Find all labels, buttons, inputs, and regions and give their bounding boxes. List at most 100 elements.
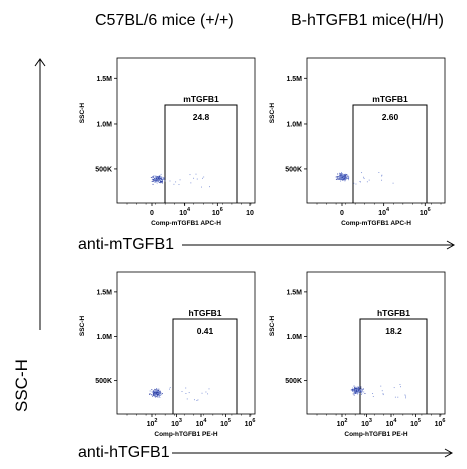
scatter-point bbox=[152, 179, 154, 181]
scatter-point bbox=[154, 392, 156, 394]
scatter-point bbox=[355, 390, 357, 392]
scatter-point bbox=[153, 392, 155, 394]
scatter-point bbox=[157, 394, 159, 396]
y-axis-main-label: SSC-H bbox=[12, 359, 31, 412]
scatter-point bbox=[366, 181, 368, 183]
x-tick-exponent: 4 bbox=[393, 418, 397, 424]
scatter-point bbox=[342, 176, 344, 178]
scatter-point bbox=[158, 180, 160, 182]
scatter-point bbox=[340, 175, 341, 177]
scatter-point bbox=[364, 393, 366, 395]
scatter-point bbox=[339, 177, 341, 179]
scatter-point bbox=[354, 389, 356, 391]
scatter-point bbox=[159, 176, 161, 178]
scatter-point bbox=[160, 178, 162, 180]
scatter-point bbox=[344, 180, 346, 182]
x-tick-exponent: 5 bbox=[418, 418, 421, 424]
scatter-point bbox=[345, 177, 347, 179]
scatter-point bbox=[157, 178, 159, 180]
scatter-point bbox=[158, 390, 160, 392]
scatter-point bbox=[342, 176, 344, 178]
y-tick-label: 1.0M bbox=[96, 121, 112, 128]
scatter-point bbox=[193, 177, 195, 179]
scatter-point bbox=[359, 181, 361, 183]
plot-frame bbox=[116, 271, 256, 415]
scatter-point bbox=[341, 178, 343, 180]
scatter-point bbox=[154, 180, 156, 182]
scatter-point bbox=[154, 178, 155, 179]
scatter-point bbox=[344, 176, 346, 178]
scatter-point bbox=[372, 396, 374, 397]
gate-rectangle bbox=[352, 104, 428, 203]
scatter-point bbox=[359, 389, 361, 391]
scatter-point bbox=[154, 388, 156, 390]
x-tick-label: 102 bbox=[337, 418, 348, 428]
gate-name: hTGFB1 bbox=[377, 308, 410, 318]
x-tick-exponent: 4 bbox=[386, 207, 390, 213]
scatter-point bbox=[203, 176, 205, 178]
scatter-point bbox=[405, 395, 407, 397]
scatter-point bbox=[356, 390, 358, 392]
scatter-point bbox=[157, 179, 159, 181]
gate-name: mTGFB1 bbox=[183, 94, 219, 104]
scatter-point bbox=[354, 386, 356, 388]
scatter-point bbox=[153, 390, 155, 392]
scatter-point bbox=[343, 179, 345, 181]
scatter-point bbox=[359, 181, 361, 182]
x-tick-label: 104 bbox=[179, 207, 191, 217]
y-tick-label: 1.0M bbox=[286, 334, 302, 341]
scatter-point bbox=[202, 177, 203, 179]
scatter-point bbox=[356, 389, 358, 391]
scatter-point bbox=[357, 386, 359, 388]
scatter-point bbox=[209, 186, 210, 188]
scatter-point bbox=[157, 177, 159, 179]
x-arrow-top bbox=[182, 240, 456, 250]
scatter-point bbox=[341, 177, 343, 179]
scatter-point bbox=[343, 177, 345, 179]
scatter-point bbox=[353, 385, 355, 387]
scatter-point bbox=[356, 388, 357, 390]
scatter-point bbox=[185, 387, 187, 389]
scatter-point bbox=[336, 176, 338, 178]
scatter-point bbox=[348, 179, 350, 181]
scatter-point bbox=[341, 177, 343, 179]
scatter-point bbox=[163, 177, 165, 179]
scatter-point bbox=[155, 177, 157, 179]
gate-percent: 18.2 bbox=[385, 326, 402, 336]
scatter-point bbox=[151, 391, 153, 393]
scatter-point bbox=[345, 173, 347, 175]
scatter-point bbox=[156, 388, 158, 389]
gate-name: hTGFB1 bbox=[188, 308, 221, 318]
scatter-point bbox=[355, 392, 357, 394]
scatter-point bbox=[363, 391, 365, 393]
scatter-point bbox=[160, 178, 162, 180]
scatter-point bbox=[156, 394, 158, 396]
scatter-point bbox=[344, 175, 346, 177]
scatter-point bbox=[159, 393, 161, 395]
scatter-point bbox=[336, 178, 338, 180]
scatter-point bbox=[160, 179, 162, 181]
scatter-point bbox=[361, 388, 363, 390]
scatter-point bbox=[353, 388, 355, 390]
scatter-point bbox=[175, 181, 177, 183]
scatter-point bbox=[341, 173, 343, 175]
scatter-point bbox=[152, 176, 154, 178]
scatter-point bbox=[335, 176, 337, 178]
gate-percent: 2.60 bbox=[382, 112, 399, 122]
scatter-point bbox=[160, 173, 162, 175]
column-title-right: B-hTGFB1 mice(H/H) bbox=[291, 12, 444, 29]
scatter-point bbox=[339, 175, 341, 177]
scatter-point bbox=[356, 389, 358, 391]
scatter-point bbox=[344, 174, 346, 176]
scatter-point bbox=[154, 175, 156, 177]
scatter-point bbox=[338, 179, 340, 180]
scatter-point bbox=[357, 390, 359, 392]
scatter-point bbox=[359, 389, 361, 390]
gate-rectangle bbox=[359, 318, 428, 414]
scatter-point bbox=[353, 394, 355, 396]
scatter-point bbox=[154, 179, 156, 181]
scatter-point bbox=[161, 393, 163, 394]
scatter-point bbox=[157, 394, 158, 396]
scatter-point bbox=[343, 175, 345, 177]
row-label-top: anti-mTGFB1 bbox=[78, 236, 175, 253]
